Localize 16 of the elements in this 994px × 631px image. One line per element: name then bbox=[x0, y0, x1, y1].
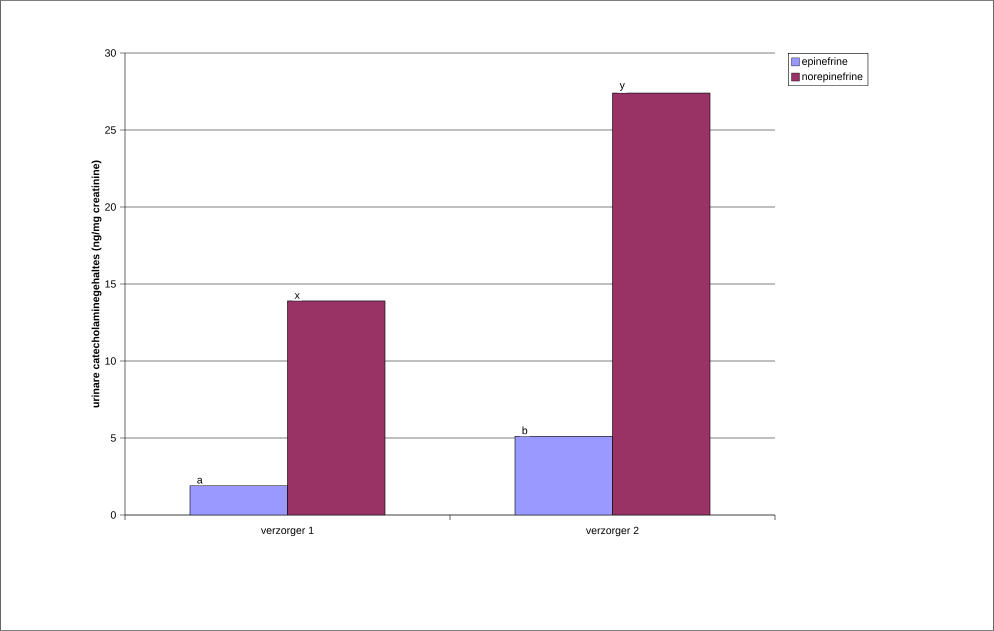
y-axis-title: urinare catecholaminegehaltes (ng/mg creatinine) bbox=[92, 160, 102, 408]
y-tick-label: 15 bbox=[105, 280, 116, 288]
legend-label: norepinefrine bbox=[802, 72, 863, 82]
annotation: a bbox=[197, 478, 203, 484]
annotation: y bbox=[620, 83, 625, 91]
y-tick-label: 30 bbox=[105, 49, 116, 57]
annotation: x bbox=[294, 293, 300, 299]
x-tick-label: verzorger 1 bbox=[260, 526, 314, 536]
legend-label: epinefrine bbox=[802, 57, 848, 68]
y-tick-label: 10 bbox=[105, 357, 116, 365]
y-tick-label: 5 bbox=[110, 434, 116, 442]
y-tick-label: 20 bbox=[105, 203, 116, 211]
y-tick-label: 25 bbox=[105, 126, 116, 134]
annotation: b bbox=[522, 426, 528, 434]
x-tick-label: verzorger 2 bbox=[586, 526, 639, 536]
y-tick-label: 0 bbox=[110, 511, 116, 519]
